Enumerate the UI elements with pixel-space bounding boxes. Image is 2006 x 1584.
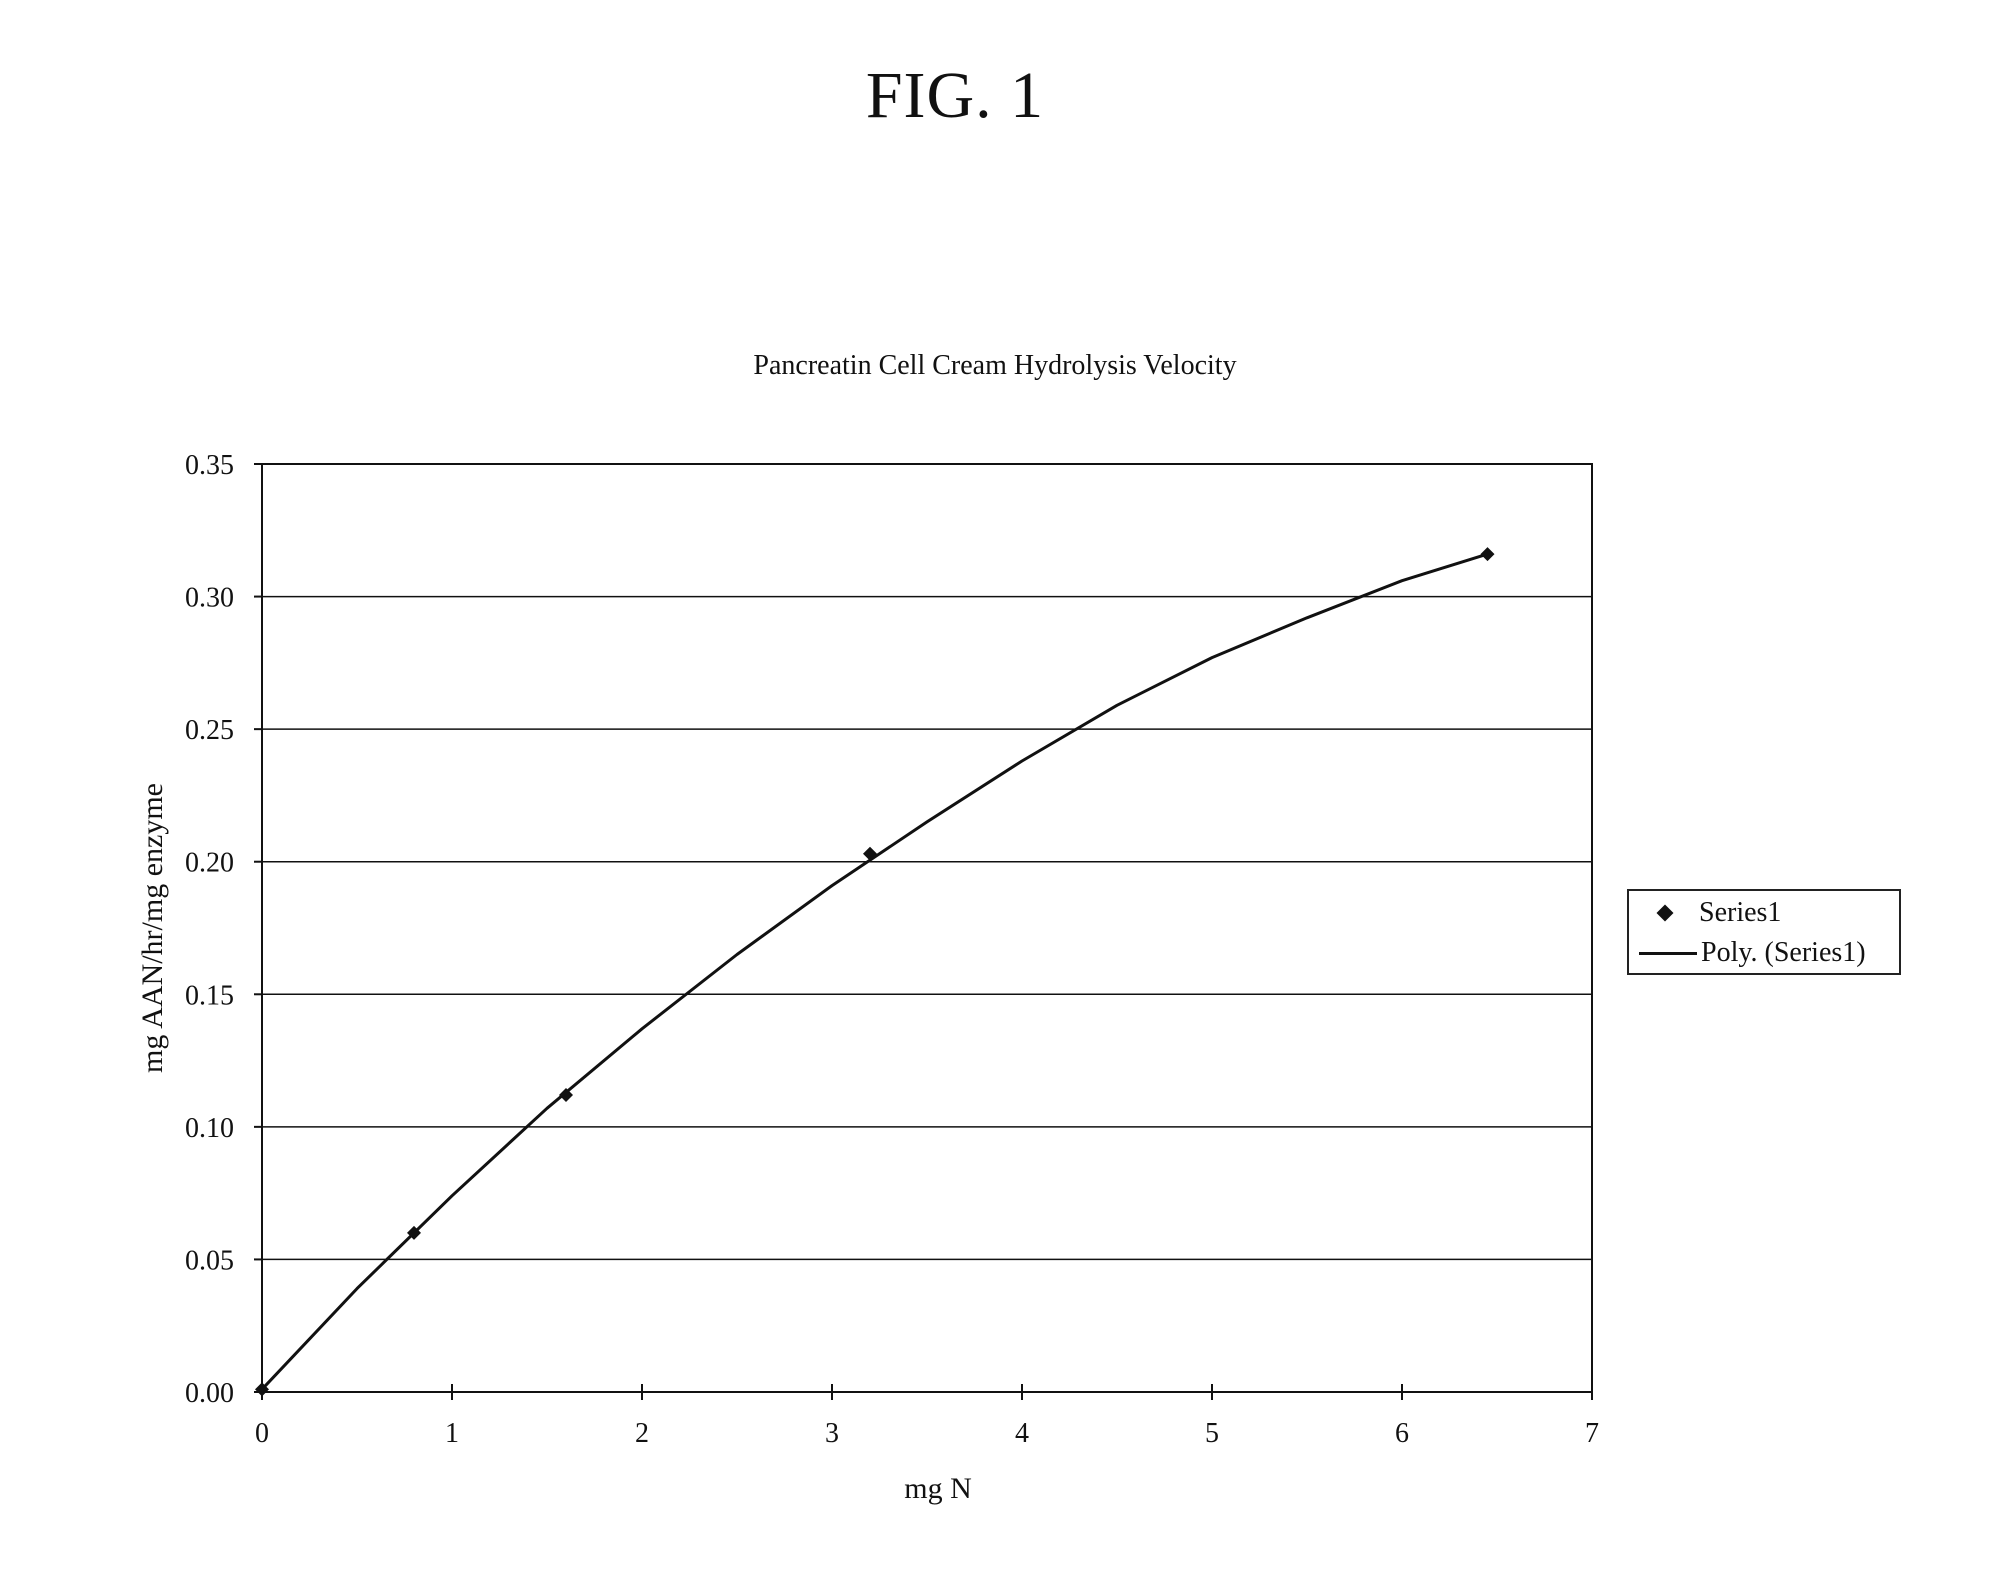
x-tick-label: 4 (1015, 1418, 1029, 1449)
legend-item-poly-series1: Poly. (Series1) (1629, 933, 1866, 973)
series1-point (863, 847, 877, 861)
x-tick-label: 1 (445, 1418, 459, 1449)
x-tick-label: 5 (1205, 1418, 1219, 1449)
axis-ticks: 0.00 0.05 0.10 0.15 0.20 0.25 0.30 0.35 0 1 2 3 4 5 6 7 (185, 450, 1599, 1449)
x-tick-label: 0 (255, 1418, 269, 1449)
y-tick-label: 0.20 (185, 848, 234, 879)
y-tick-label: 0.15 (185, 980, 234, 1011)
x-tick-label: 7 (1585, 1418, 1599, 1449)
diamond-marker-icon (1657, 905, 1674, 922)
legend: Series1 Poly. (Series1) (1627, 889, 1901, 975)
series-layer (255, 547, 1495, 1396)
line-marker-icon (1639, 952, 1697, 955)
x-tick-label: 2 (635, 1418, 649, 1449)
y-tick-label: 0.30 (185, 583, 234, 614)
plot-area (262, 464, 1592, 1392)
x-tick-label: 3 (825, 1418, 839, 1449)
trendline-poly-series1 (262, 554, 1488, 1389)
legend-label-series1: Series1 (1699, 897, 1781, 929)
x-axis-title: mg N (904, 1472, 972, 1505)
legend-item-series1: Series1 (1629, 893, 1781, 933)
legend-label-poly-series1: Poly. (Series1) (1701, 937, 1866, 969)
y-tick-label: 0.35 (185, 450, 234, 481)
x-tick-label: 6 (1395, 1418, 1409, 1449)
y-tick-label: 0.10 (185, 1113, 234, 1144)
y-axis-title: mg AAN/hr/mg enzyme (136, 783, 169, 1073)
y-tick-label: 0.00 (185, 1378, 234, 1409)
y-tick-label: 0.25 (185, 715, 234, 746)
gridlines (262, 597, 1592, 1260)
y-tick-label: 0.05 (185, 1245, 234, 1276)
series1-point (1481, 547, 1495, 561)
